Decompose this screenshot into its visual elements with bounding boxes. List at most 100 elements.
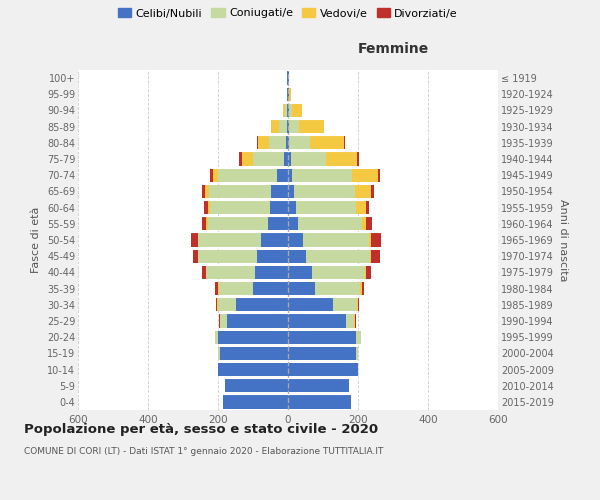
Bar <box>333 298 356 312</box>
Bar <box>218 168 277 182</box>
Bar <box>217 298 218 312</box>
Bar <box>271 120 279 134</box>
Bar <box>287 72 288 85</box>
Bar <box>288 201 296 214</box>
Bar <box>370 250 371 263</box>
Bar <box>368 234 371 246</box>
Bar <box>209 185 271 198</box>
Text: Popolazione per età, sesso e stato civile - 2020: Popolazione per età, sesso e stato civil… <box>24 422 378 436</box>
Bar <box>242 152 253 166</box>
Bar <box>288 314 346 328</box>
Bar <box>208 201 209 214</box>
Bar <box>366 217 372 230</box>
Bar <box>257 250 288 263</box>
Bar <box>209 201 270 214</box>
Bar <box>289 136 310 149</box>
Bar <box>277 168 288 182</box>
Text: COMUNE DI CORI (LT) - Dati ISTAT 1° gennaio 2020 - Elaborazione TUTTITALIA.IT: COMUNE DI CORI (LT) - Dati ISTAT 1° genn… <box>24 448 383 456</box>
Bar <box>310 136 344 149</box>
Bar <box>356 152 359 166</box>
Bar <box>288 282 316 295</box>
Bar <box>253 282 288 295</box>
Bar <box>365 266 367 279</box>
Bar <box>225 379 288 392</box>
Bar <box>288 346 356 360</box>
Bar <box>198 250 199 263</box>
Bar <box>205 185 209 198</box>
Bar <box>289 88 291 101</box>
Bar <box>199 250 257 263</box>
Bar <box>288 396 351 408</box>
Bar <box>218 330 288 344</box>
Bar <box>298 217 361 230</box>
Bar <box>288 185 295 198</box>
Bar <box>356 298 358 312</box>
Bar <box>287 88 288 101</box>
Bar <box>218 346 220 360</box>
Bar <box>287 120 288 134</box>
Bar <box>218 282 253 295</box>
Bar <box>279 120 287 134</box>
Bar <box>352 168 377 182</box>
Bar <box>355 185 371 198</box>
Bar <box>358 298 359 312</box>
Bar <box>270 201 288 214</box>
Bar <box>255 266 288 279</box>
Bar <box>220 346 288 360</box>
Bar <box>287 104 288 117</box>
Bar <box>215 330 218 344</box>
Bar <box>227 314 288 328</box>
Bar <box>253 152 284 166</box>
Bar <box>210 168 213 182</box>
Bar <box>198 234 199 246</box>
Bar <box>291 152 326 166</box>
Bar <box>218 298 236 312</box>
Bar <box>258 136 269 149</box>
Bar <box>283 104 284 117</box>
Bar <box>367 266 371 279</box>
Bar <box>213 168 218 182</box>
Bar <box>288 104 289 117</box>
Bar <box>366 201 369 214</box>
Bar <box>202 185 205 198</box>
Bar <box>288 217 298 230</box>
Bar <box>371 234 381 246</box>
Bar <box>205 201 208 214</box>
Bar <box>271 185 288 198</box>
Bar <box>284 104 287 117</box>
Bar <box>296 201 356 214</box>
Bar <box>215 282 218 295</box>
Bar <box>288 266 312 279</box>
Bar <box>219 314 220 328</box>
Bar <box>206 217 208 230</box>
Bar <box>371 250 380 263</box>
Bar <box>218 363 288 376</box>
Legend: Celibi/Nubili, Coniugati/e, Vedovi/e, Divorziati/e: Celibi/Nubili, Coniugati/e, Vedovi/e, Di… <box>118 8 458 18</box>
Bar <box>371 185 374 198</box>
Bar <box>361 282 364 295</box>
Y-axis label: Anni di nascita: Anni di nascita <box>557 198 568 281</box>
Bar <box>356 201 366 214</box>
Bar <box>344 136 346 149</box>
Y-axis label: Fasce di età: Fasce di età <box>31 207 41 273</box>
Bar <box>289 104 292 117</box>
Bar <box>206 266 255 279</box>
Bar <box>312 266 365 279</box>
Bar <box>286 136 288 149</box>
Bar <box>346 314 354 328</box>
Bar <box>239 152 242 166</box>
Bar <box>288 72 289 85</box>
Bar <box>268 217 288 230</box>
Bar <box>288 152 291 166</box>
Bar <box>288 330 356 344</box>
Bar <box>199 234 260 246</box>
Bar <box>288 120 289 134</box>
Bar <box>208 217 268 230</box>
Bar <box>303 234 368 246</box>
Bar <box>295 185 355 198</box>
Bar <box>299 120 324 134</box>
Bar <box>257 136 258 149</box>
Bar <box>260 234 288 246</box>
Bar <box>377 168 380 182</box>
Bar <box>356 346 358 360</box>
